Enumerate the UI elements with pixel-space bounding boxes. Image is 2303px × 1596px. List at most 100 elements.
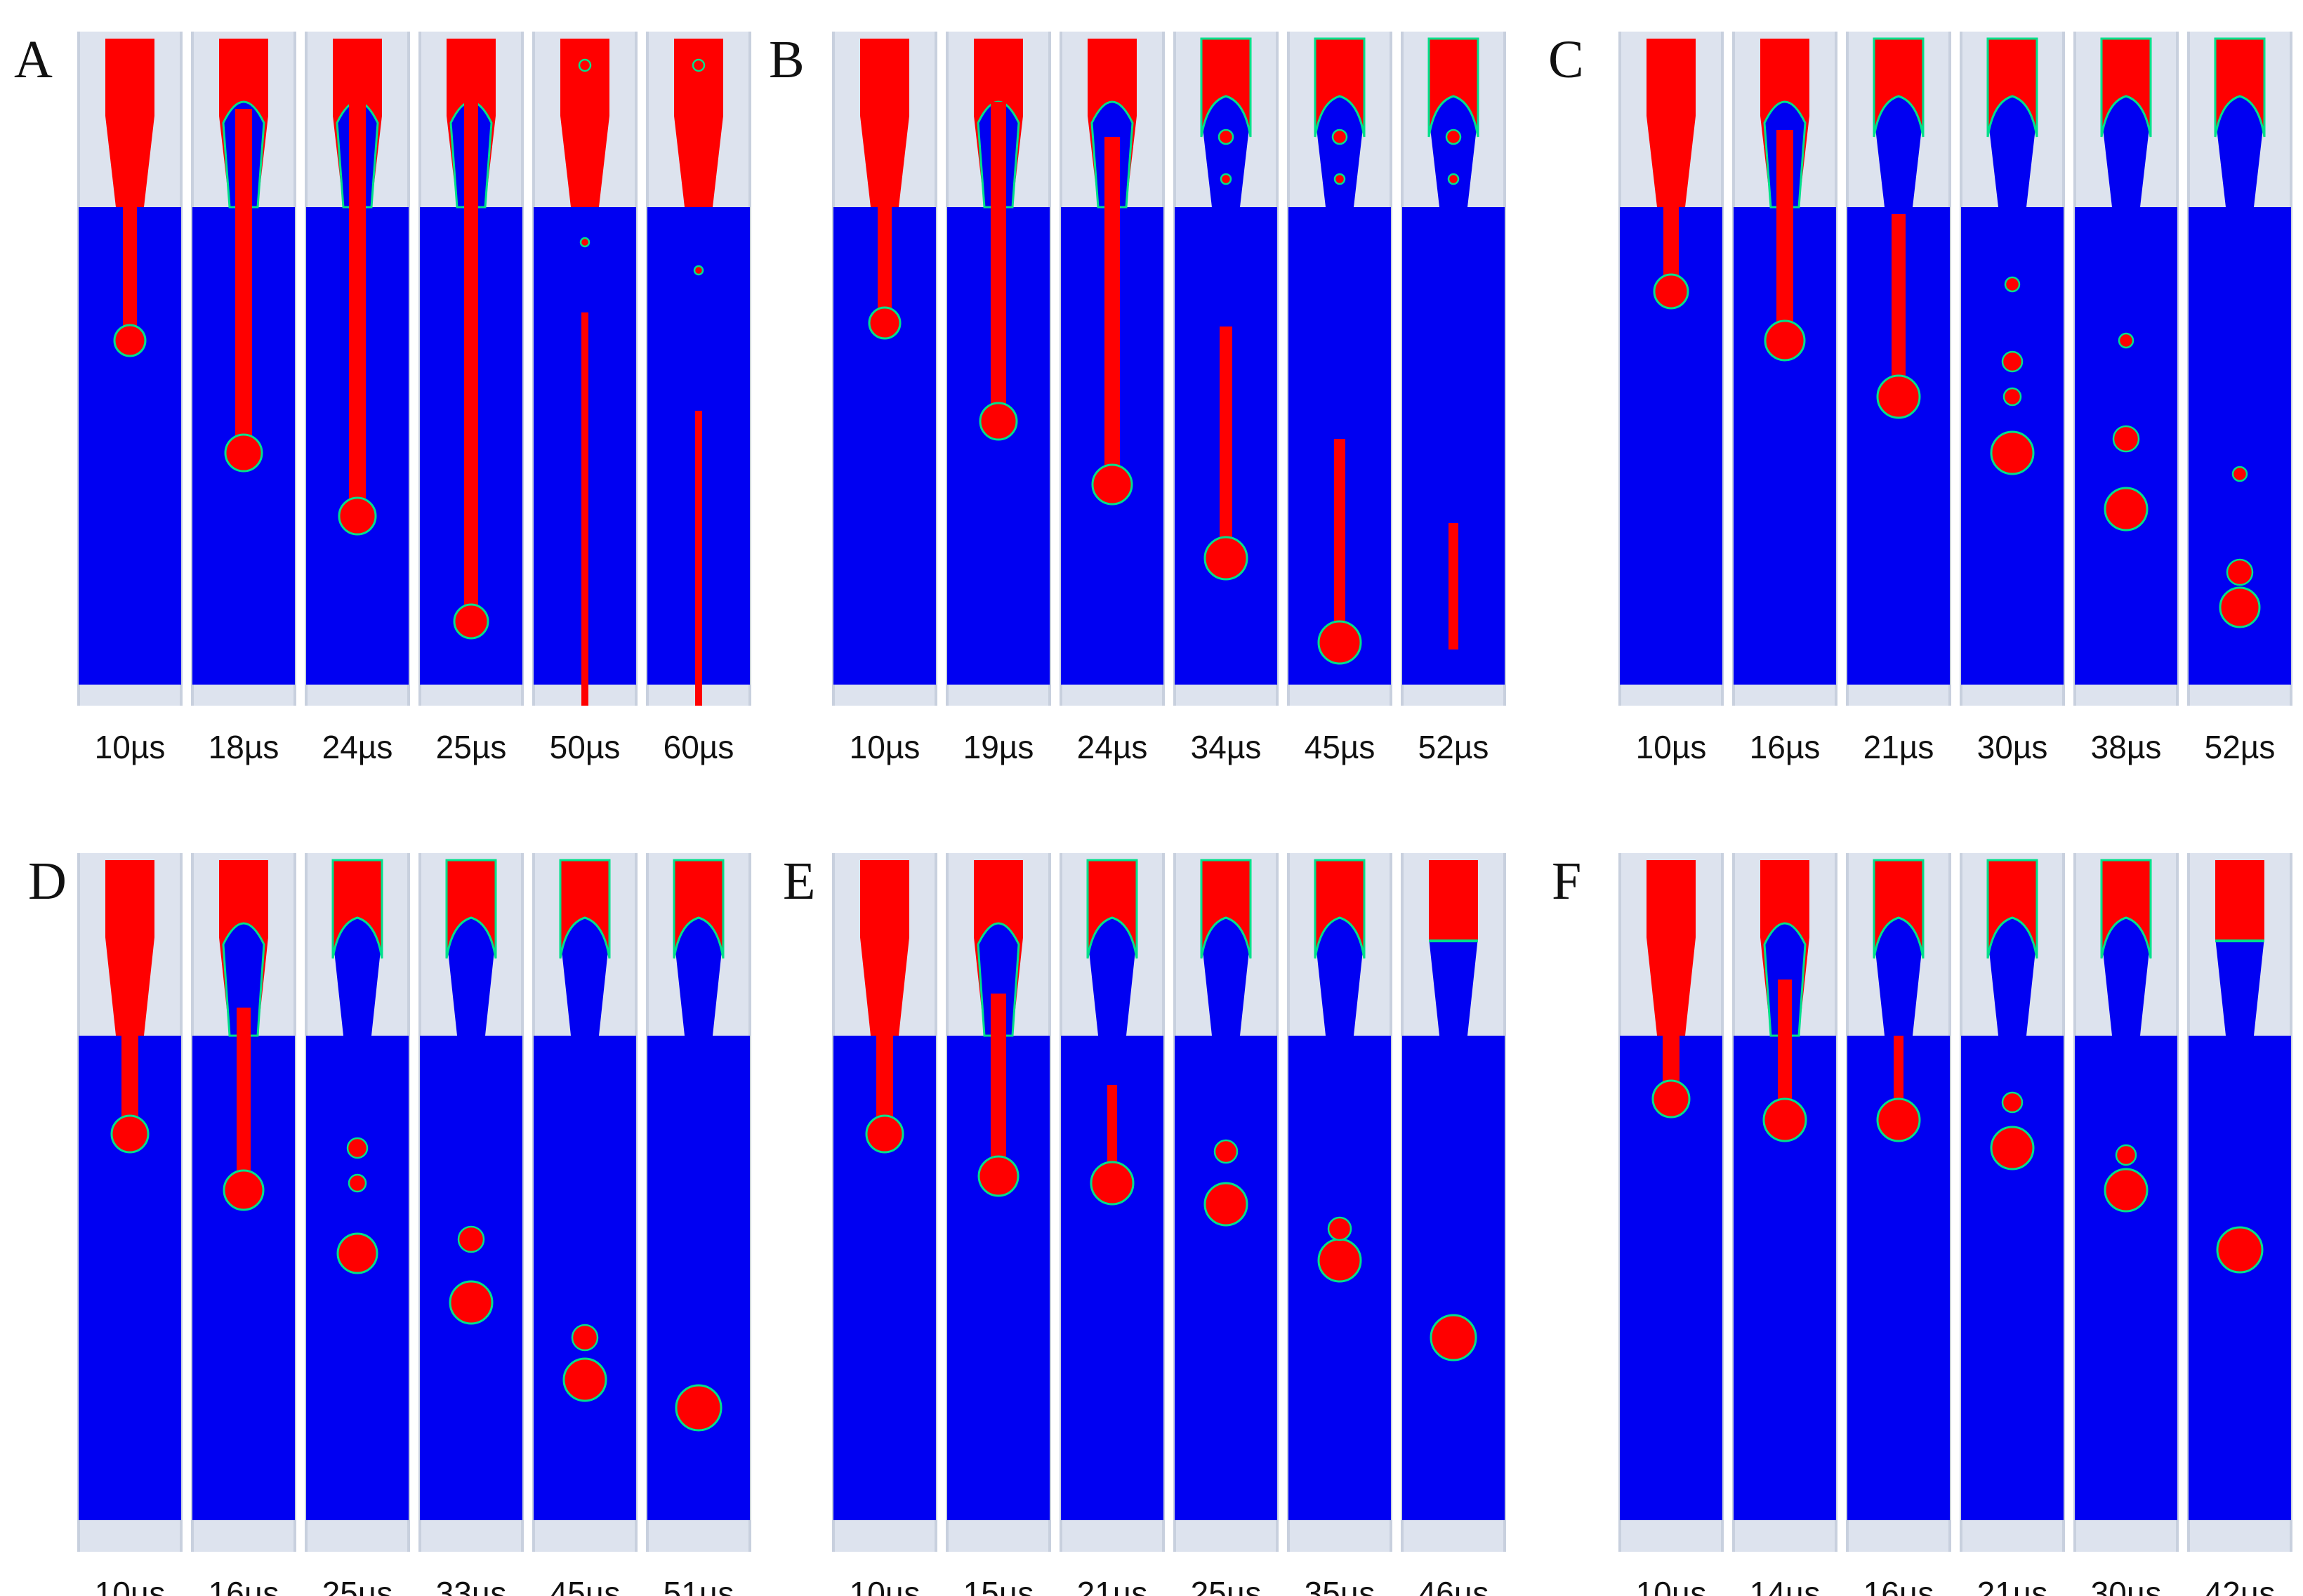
simulation-frame: 10µs: [77, 853, 183, 1596]
simulation-frame: 10µs: [832, 853, 937, 1596]
jet-fluid-reservoir: [1986, 859, 2038, 959]
time-label: 24µs: [322, 729, 393, 765]
time-label: 38µs: [2091, 729, 2162, 765]
simulation-frame: 10µs: [77, 32, 183, 765]
time-label: 10µs: [1636, 1575, 1707, 1596]
outer-fluid-channel: [420, 1036, 522, 1520]
satellite-droplet: [457, 1225, 485, 1253]
jet-head-droplet: [336, 1232, 378, 1274]
satellite-droplet: [1447, 173, 1460, 185]
time-label: 24µs: [1077, 729, 1148, 765]
jet-fluid-reservoir: [2214, 37, 2266, 138]
simulation-frame: 24µs: [305, 32, 410, 765]
time-label: 21µs: [1977, 1575, 2048, 1596]
jet-head-droplet: [1430, 1314, 1477, 1361]
jet-head-droplet: [224, 433, 263, 473]
jet-head-droplet: [113, 324, 147, 357]
jet-stem: [991, 994, 1006, 1176]
jet-fluid-reservoir: [2215, 860, 2264, 941]
simulation-frame: 10µs: [1618, 853, 1724, 1596]
nozzle-jet-fluid: [860, 860, 909, 1036]
time-label: 21µs: [1863, 729, 1934, 765]
jet-head-droplet: [2104, 487, 2149, 532]
panel-a: A 10µs 18µs 24µs 25µs 50µs 60µs: [14, 30, 751, 765]
satellite-droplet: [2226, 558, 2254, 586]
simulation-frame: 15µs: [946, 853, 1051, 1596]
satellite-droplet: [1213, 1139, 1239, 1164]
jet-stem: [1663, 200, 1679, 291]
time-label: 33µs: [436, 1575, 507, 1596]
jet-head-droplet: [2219, 586, 2261, 628]
time-label: 19µs: [963, 729, 1034, 765]
satellite-droplet: [2231, 466, 2248, 482]
jet-head-droplet: [979, 402, 1018, 441]
outer-fluid-channel: [306, 1036, 409, 1520]
jet-stem: [1778, 980, 1792, 1120]
time-label: 30µs: [2091, 1575, 2162, 1596]
simulation-frame: 51µs: [646, 853, 751, 1596]
simulation-frame: 34µs: [1173, 32, 1279, 765]
jet-fluid-reservoir: [1200, 37, 1252, 138]
simulation-frame: 46µs: [1401, 853, 1506, 1596]
jet-fluid-reservoir: [673, 859, 725, 959]
simulation-frame: 42µs: [2187, 853, 2292, 1596]
jet-fluid-reservoir: [445, 859, 497, 959]
jet-head-droplet: [1990, 430, 2035, 475]
time-label: 45µs: [1305, 729, 1375, 765]
jet-head-droplet: [1203, 1182, 1248, 1227]
simulation-frame: 30µs: [1960, 32, 2065, 765]
jet-head-droplet: [865, 1114, 904, 1154]
jet-head-droplet: [1651, 1079, 1691, 1119]
jet-stem: [123, 200, 137, 341]
jet-head-droplet: [110, 1114, 150, 1154]
jet-fluid-reservoir: [1986, 37, 2038, 138]
time-label: 51µs: [664, 1575, 734, 1596]
outer-fluid-channel: [2075, 1036, 2177, 1520]
panel-b: B 10µs 19µs 24µs 34µs 45µs 52µs: [769, 30, 1506, 765]
simulation-frame: 60µs: [646, 32, 751, 765]
nozzle-jet-fluid: [860, 39, 909, 207]
jet-head-droplet: [1762, 1097, 1807, 1142]
panel-letter-d: D: [28, 852, 67, 911]
outer-fluid-channel: [1402, 1036, 1505, 1520]
time-label: 46µs: [1418, 1575, 1489, 1596]
time-label: 15µs: [963, 1575, 1034, 1596]
nozzle-jet-fluid: [105, 39, 154, 207]
simulation-frame: 25µs: [418, 32, 524, 765]
jet-fluid-reservoir: [1429, 860, 1478, 941]
jet-stem: [349, 81, 366, 516]
panel-f: F 10µs 14µs 16µs 21µs 30µs 42µs: [1552, 852, 2292, 1596]
time-label: 25µs: [1191, 1575, 1262, 1596]
jet-head-droplet: [1653, 273, 1689, 310]
jet-head-droplet: [1203, 536, 1248, 581]
time-label: 14µs: [1750, 1575, 1821, 1596]
satellite-droplet: [1445, 128, 1462, 145]
time-label: 50µs: [550, 729, 621, 765]
jet-fluid-reservoir: [1873, 859, 1925, 959]
simulation-frame: 16µs: [1846, 853, 1951, 1596]
fluid-interface: [2215, 939, 2264, 942]
simulation-frame: 18µs: [191, 32, 296, 765]
jet-head-droplet: [562, 1357, 607, 1402]
simulation-frame: 16µs: [191, 853, 296, 1596]
panel-letter-c: C: [1548, 30, 1584, 89]
jet-head-droplet: [449, 1280, 494, 1325]
nozzle-jet-fluid: [105, 860, 154, 1036]
satellite-droplet: [1218, 128, 1234, 145]
jet-stem: [1449, 523, 1458, 649]
jet-fluid-reservoir: [331, 859, 383, 959]
simulation-frame: 21µs: [1060, 853, 1165, 1596]
simulation-frame: 25µs: [1173, 853, 1279, 1596]
jet-head-droplet: [1876, 1097, 1921, 1142]
jet-head-droplet: [453, 603, 489, 640]
outer-fluid-channel: [1175, 1036, 1277, 1520]
jet-fluid-reservoir: [1314, 859, 1366, 959]
satellite-droplet: [1220, 173, 1232, 185]
nozzle-jet-fluid: [674, 39, 723, 207]
simulation-frame: 38µs: [2073, 32, 2179, 765]
time-label: 21µs: [1077, 1575, 1148, 1596]
time-label: 52µs: [1418, 729, 1489, 765]
jet-stem: [1107, 1085, 1117, 1183]
nozzle-jet-fluid: [1647, 860, 1696, 1036]
jet-stem: [581, 312, 588, 706]
